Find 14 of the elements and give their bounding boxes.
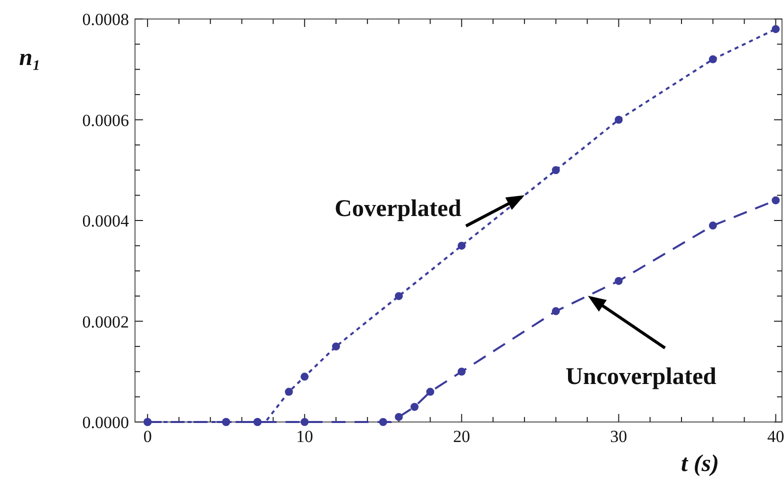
x-tick-label: 30	[610, 427, 628, 446]
x-tick-label: 0	[143, 427, 152, 446]
y-axis-title: n₁	[19, 45, 41, 71]
x-axis-title: t (s)	[681, 451, 719, 477]
y-tick-label: 0.0006	[82, 110, 129, 130]
y-tick-label: 0.0004	[82, 212, 130, 230]
y-tick-label: 0.0002	[82, 312, 129, 332]
x-tick-label: 10	[296, 427, 314, 446]
series-label: Coverplated	[334, 196, 462, 222]
y-tick-label: 0.0000	[82, 413, 129, 432]
y-tick-label: 0.0008	[82, 10, 129, 29]
x-tick-label: 20	[453, 427, 470, 446]
x-tick-label: 40	[767, 427, 784, 446]
text: Uncoverplated	[566, 364, 717, 390]
